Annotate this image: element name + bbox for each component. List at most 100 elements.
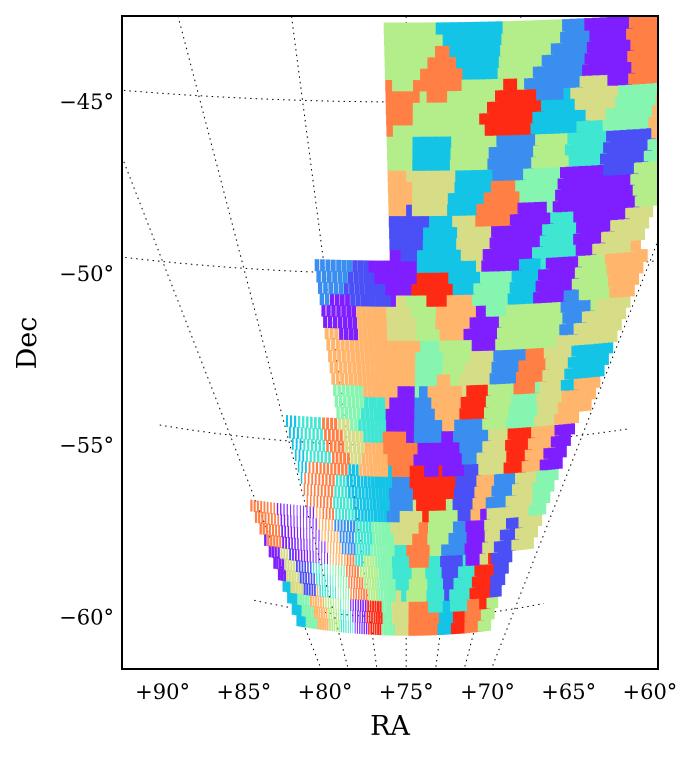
footprint-cell [462, 497, 469, 510]
footprint-cell [377, 509, 381, 522]
footprint-cell [321, 304, 326, 317]
footprint-cell [601, 307, 612, 321]
footprint-cell [341, 440, 345, 453]
footprint-cell [349, 497, 353, 510]
footprint-cell [446, 294, 454, 307]
footprint-cell [636, 204, 648, 218]
footprint-cell [409, 453, 415, 466]
footprint-cell [436, 532, 442, 545]
footprint-cell [331, 485, 334, 498]
footprint-cell [306, 450, 308, 462]
footprint-cell [471, 191, 480, 204]
footprint-cell [309, 528, 311, 541]
footprint-cell [306, 539, 308, 552]
footprint-cell [660, 136, 671, 149]
footprint-cell [426, 487, 432, 500]
footprint-cell [406, 612, 410, 625]
footprint-cell [472, 451, 480, 464]
footprint-cell [358, 384, 363, 397]
footprint-cell [603, 140, 614, 154]
footprint-cell [370, 622, 372, 635]
footprint-cell [326, 304, 331, 317]
footprint-cell [574, 29, 586, 43]
footprint-cell [429, 441, 435, 455]
footprint-cell [340, 586, 342, 599]
footprint-cell [537, 335, 546, 348]
footprint-cell [627, 216, 638, 230]
footprint-cell [296, 603, 300, 616]
footprint-cell [315, 562, 317, 575]
footprint-cell [600, 296, 611, 310]
footprint-cell [425, 135, 433, 148]
footprint-cell [281, 558, 285, 571]
footprint-cell [621, 250, 632, 264]
footprint-cell [324, 451, 327, 464]
footprint-cell [308, 605, 312, 618]
footprint-cell [411, 555, 416, 568]
footprint-cell [426, 589, 431, 602]
footprint-cell [439, 237, 447, 250]
footprint-cell [376, 305, 382, 318]
footprint-cell [311, 605, 314, 618]
footprint-cell [413, 453, 419, 466]
footprint-cell [363, 430, 367, 443]
footprint-cell [555, 367, 565, 381]
footprint-cell [387, 453, 392, 466]
footprint-cell [456, 44, 466, 57]
footprint-cell [560, 64, 571, 77]
footprint-cell [336, 406, 340, 419]
footprint-cell [463, 214, 472, 227]
footprint-cell [506, 156, 515, 170]
footprint-cell [453, 430, 459, 443]
footprint-cell [283, 569, 286, 582]
footprint-cell [446, 418, 452, 432]
footprint-cell [548, 267, 558, 280]
footprint-cell [486, 417, 494, 430]
footprint-cell [590, 264, 601, 277]
footprint-cell [452, 350, 459, 364]
footprint-cell [578, 164, 589, 178]
footprint-cell [403, 578, 407, 591]
footprint-cell [530, 302, 539, 315]
footprint-cell [414, 566, 419, 580]
footprint-cell [434, 419, 440, 432]
footprint-cell [329, 563, 331, 576]
footprint-cell [320, 596, 322, 608]
footprint-cell [499, 202, 509, 215]
footprint-cell [620, 294, 631, 308]
footprint-cell [352, 407, 357, 420]
footprint-cell [420, 612, 424, 625]
footprint-cell [343, 564, 345, 577]
footprint-cell [459, 441, 466, 454]
footprint-cell [325, 507, 328, 520]
footprint-cell [471, 338, 479, 352]
footprint-cell [640, 160, 651, 173]
footprint-cell [426, 498, 431, 511]
footprint-cell [647, 137, 658, 150]
footprint-cell [638, 126, 650, 140]
footprint-cell [437, 554, 442, 568]
footprint-cell [518, 336, 527, 349]
footprint-cell [482, 439, 489, 453]
footprint-cell [389, 600, 392, 613]
footprint-cell [442, 419, 448, 432]
x-tick-label: +90° [135, 680, 190, 704]
footprint-cell [331, 338, 336, 351]
footprint-cell [395, 249, 402, 262]
footprint-cell [429, 215, 437, 228]
footprint-cell [612, 229, 623, 242]
footprint-cell [417, 544, 423, 557]
footprint-cell [443, 158, 452, 171]
footprint-cell [305, 615, 309, 628]
footprint-cell [416, 306, 423, 319]
footprint-cell [406, 532, 411, 545]
footprint-cell [441, 203, 449, 216]
footprint-cell [581, 175, 592, 189]
footprint-cell [401, 328, 407, 341]
footprint-cell [494, 472, 501, 486]
footprint-cell [429, 192, 438, 205]
footprint-cell [523, 425, 531, 439]
footprint-cell [499, 247, 508, 260]
footprint-cell [502, 371, 511, 384]
footprint-cell [491, 360, 499, 373]
